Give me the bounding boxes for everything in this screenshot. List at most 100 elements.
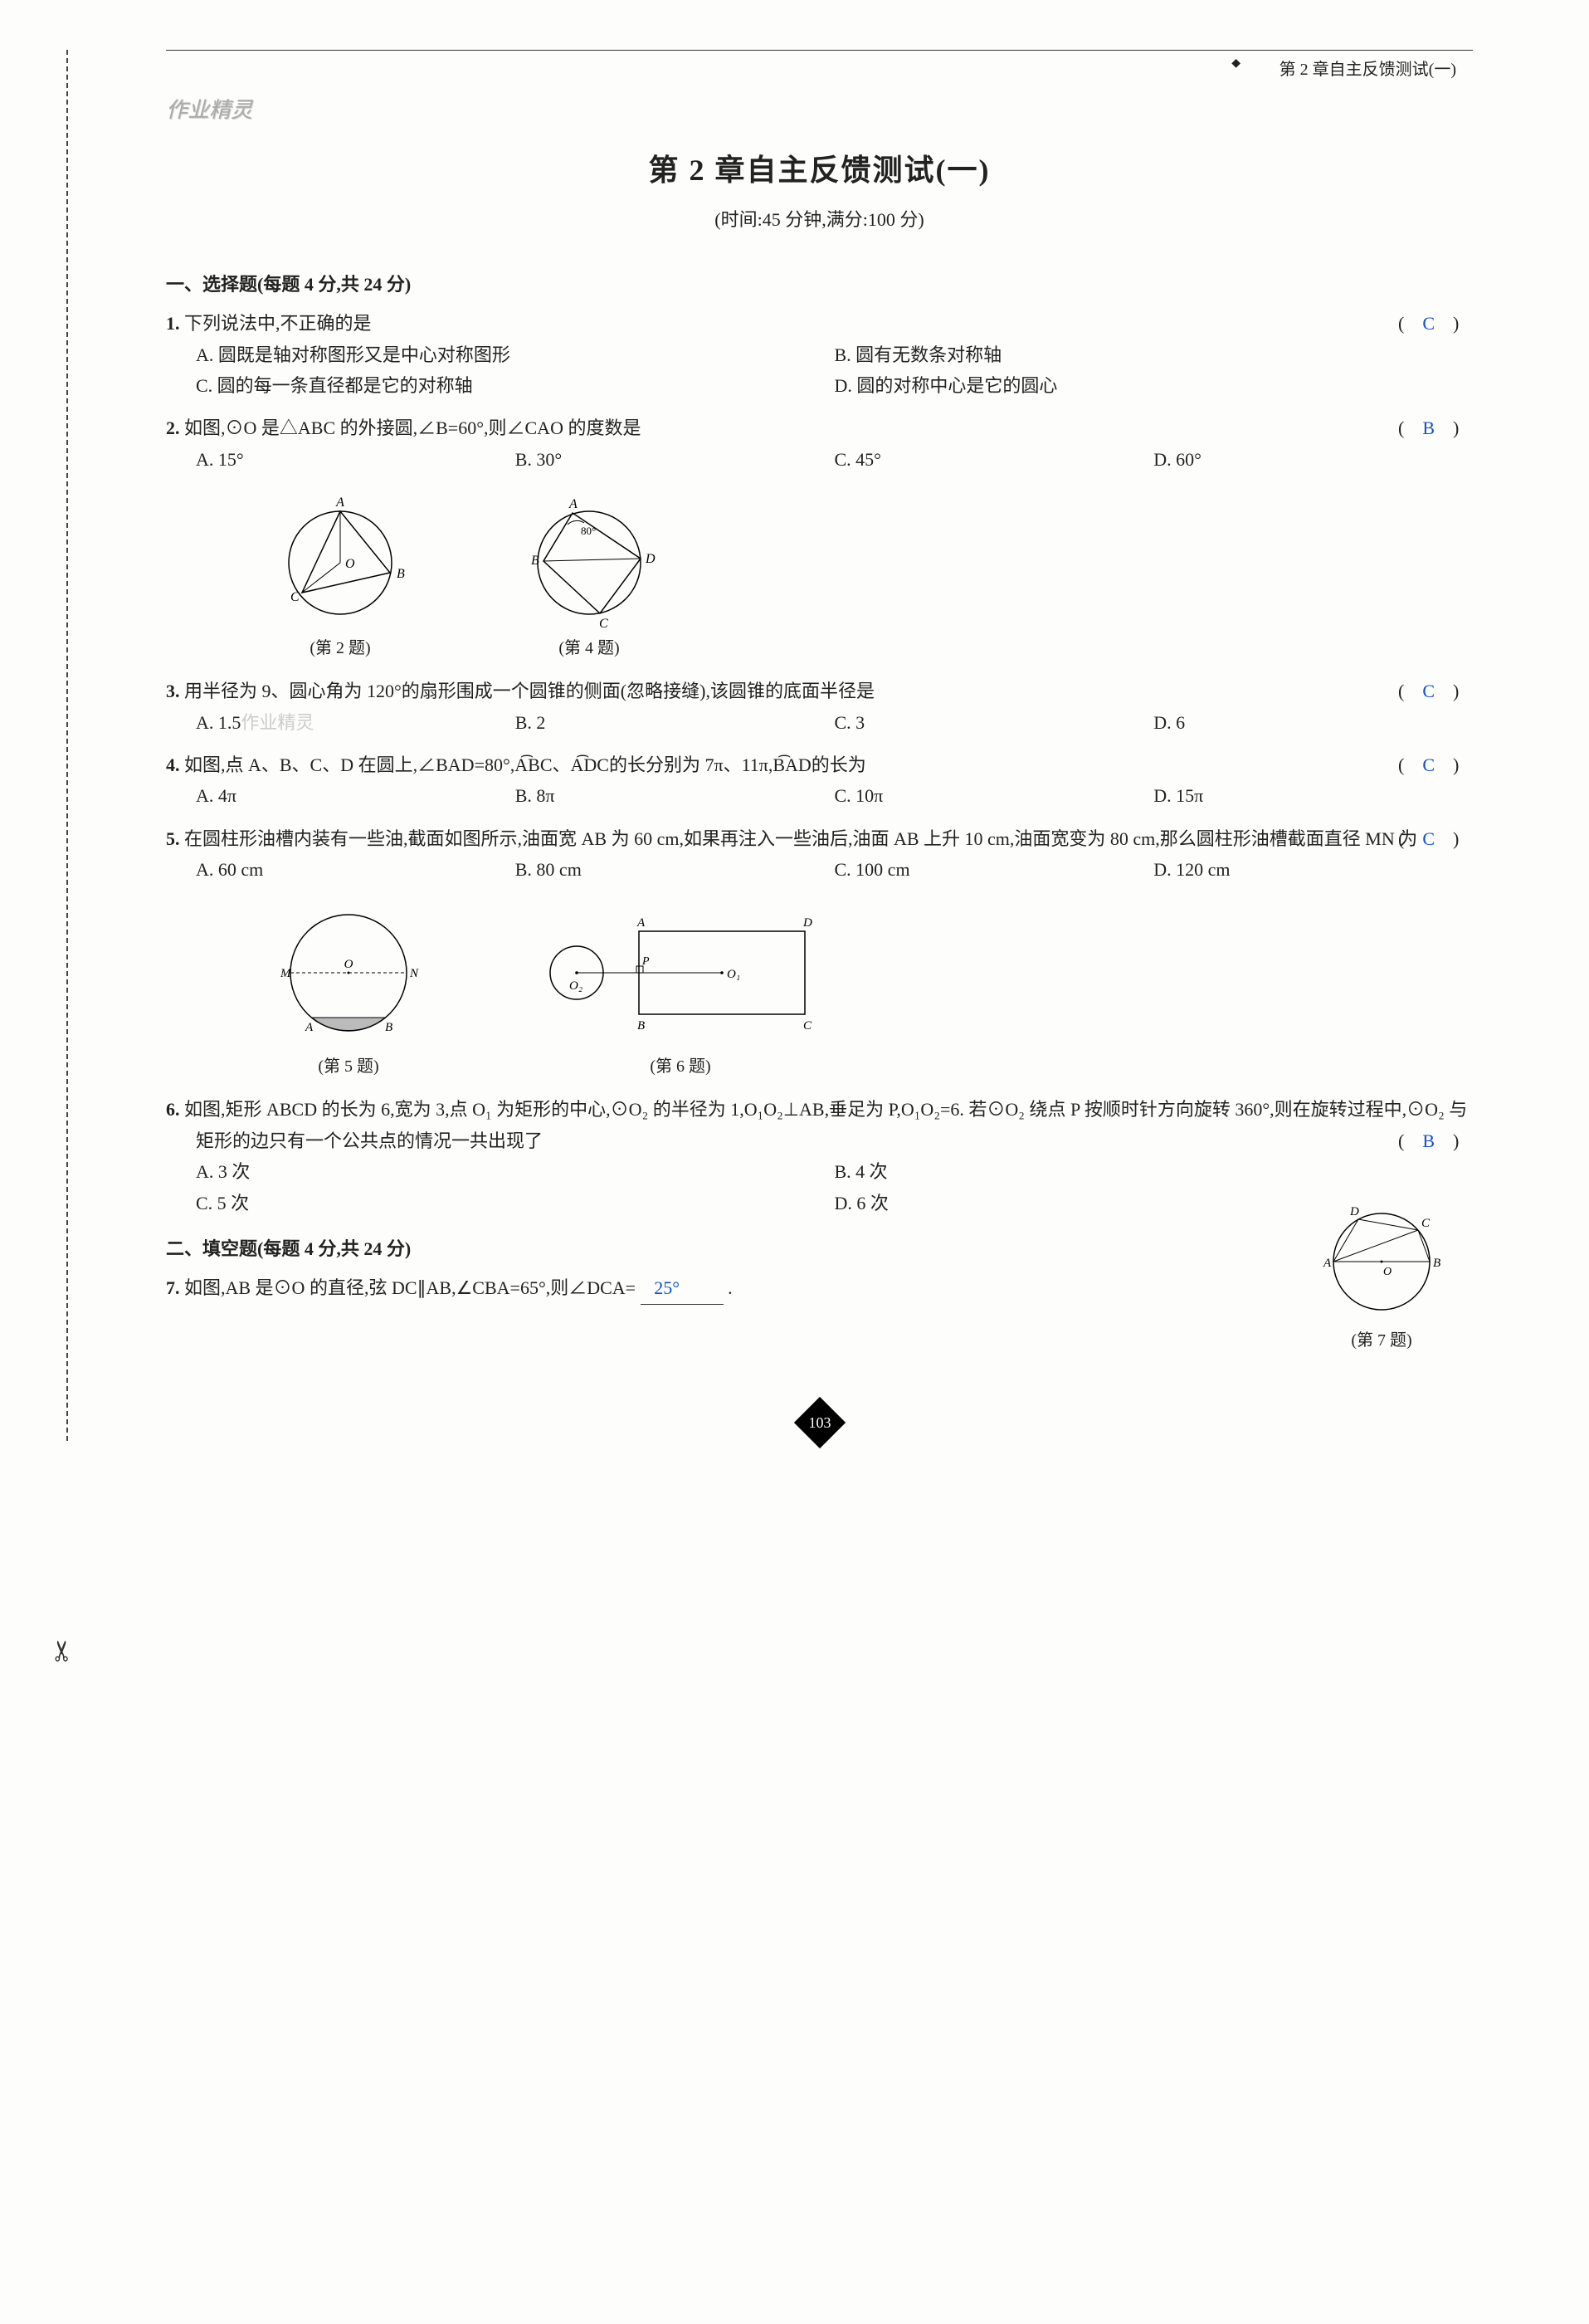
q6-text: 如图,矩形 ABCD 的长为 6,宽为 3,点 O₁ 为矩形的中心,⊙O₂ 的半… [184, 1099, 1467, 1150]
page-subtitle: (时间:45 分钟,满分:100 分) [166, 204, 1473, 235]
svg-text:C: C [599, 617, 608, 629]
svg-text:B: B [397, 567, 405, 581]
question-5: 5. 在圆柱形油槽内装有一些油,截面如图所示,油面宽 AB 为 60 cm,如果… [166, 823, 1473, 886]
q5-opt-b: B. 80 cm [515, 854, 835, 885]
figure-q2: A B C O (第 2 题) [266, 488, 415, 662]
section-1-head: 一、选择题(每题 4 分,共 24 分) [166, 269, 1473, 300]
q3-answer-slot: ( C ) [1428, 676, 1465, 706]
q1-answer: C [1422, 313, 1435, 334]
q7-num: 7. [166, 1277, 180, 1298]
q3-answer: C [1422, 681, 1435, 701]
q1-opt-a: A. 圆既是轴对称图形又是中心对称图形 [196, 339, 835, 370]
svg-text:D: D [802, 916, 812, 930]
q5-opt-a: A. 60 cm [196, 854, 515, 885]
svg-text:D: D [645, 552, 656, 566]
page-header: 第 2 章自主反馈测试(一) [166, 50, 1473, 84]
q4-opt-c: C. 10π [835, 780, 1154, 811]
svg-text:B: B [637, 1019, 645, 1033]
q2-answer-slot: ( B ) [1428, 413, 1465, 443]
breadcrumb: 第 2 章自主反馈测试(一) [1279, 61, 1456, 79]
q3-opt-a: A. 1.5作业精灵 [196, 707, 515, 738]
q4-opt-b: B. 8π [515, 780, 835, 811]
page-title: 第 2 章自主反馈测试(一) [166, 145, 1473, 196]
question-7: 7. 如图,AB 是⊙O 的直径,弦 DC∥AB,∠CBA=65°,则∠DCA=… [166, 1272, 1473, 1304]
q1-answer-slot: ( C ) [1428, 308, 1465, 339]
svg-text:B: B [385, 1021, 392, 1034]
q5-text: 在圆柱形油槽内装有一些油,截面如图所示,油面宽 AB 为 60 cm,如果再注入… [184, 828, 1417, 849]
svg-text:O₂: O₂ [569, 979, 582, 993]
q4-opt-d: D. 15π [1153, 780, 1473, 811]
q4-num: 4. [166, 754, 180, 775]
figure-q5-caption: (第 5 题) [266, 1052, 431, 1081]
q6-opt-b: B. 4 次 [835, 1156, 1474, 1187]
svg-text:B: B [531, 554, 539, 568]
svg-text:A: A [1323, 1257, 1332, 1270]
svg-text:A: A [636, 916, 646, 930]
svg-text:A: A [305, 1021, 314, 1034]
q5-num: 5. [166, 828, 180, 849]
svg-text:C: C [803, 1019, 812, 1033]
q2-answer: B [1422, 417, 1435, 438]
q2-opt-c: C. 45° [835, 444, 1154, 475]
q1-text: 下列说法中,不正确的是 [184, 313, 372, 334]
q7-text-a: 如图,AB 是⊙O 的直径,弦 DC∥AB,∠CBA=65°,则∠DCA= [184, 1277, 636, 1298]
figures-row-1: A B C O (第 2 题) A 80° B C D (第 4 题) [166, 488, 1473, 662]
q7-text-b: . [728, 1277, 733, 1298]
q5-opt-d: D. 120 cm [1153, 854, 1473, 885]
figure-q6: A D B C O₁ O₂ P (第 6 题) [531, 906, 830, 1081]
q4-opt-a: A. 4π [196, 780, 515, 811]
q2-opt-d: D. 60° [1153, 444, 1473, 475]
question-2: 2. 如图,⊙O 是△ABC 的外接圆,∠B=60°,则∠CAO 的度数是 ( … [166, 413, 1473, 475]
q2-opt-a: A. 15° [196, 444, 515, 475]
q5-answer-slot: ( C ) [1428, 823, 1465, 854]
svg-text:N: N [409, 967, 419, 980]
q2-num: 2. [166, 417, 180, 438]
figure-q4: A 80° B C D (第 4 题) [514, 488, 664, 662]
q4-answer-slot: ( C ) [1428, 749, 1465, 780]
figure-q5: O M N A B (第 5 题) [266, 898, 431, 1081]
q6-answer-slot: ( B ) [1428, 1125, 1465, 1156]
figure-q4-caption: (第 4 题) [514, 634, 664, 662]
q6-opt-c: C. 5 次 [196, 1188, 835, 1218]
q6-answer: B [1422, 1130, 1435, 1151]
q2-text: 如图,⊙O 是△ABC 的外接圆,∠B=60°,则∠CAO 的度数是 [184, 417, 641, 438]
question-3: 3. 用半径为 9、圆心角为 120°的扇形围成一个圆锥的侧面(忽略接缝),该圆… [166, 676, 1473, 738]
figure-q6-caption: (第 6 题) [531, 1052, 830, 1081]
svg-text:O₁: O₁ [727, 968, 740, 981]
question-6: 6. 如图,矩形 ABCD 的长为 6,宽为 3,点 O₁ 为矩形的中心,⊙O₂… [166, 1094, 1473, 1218]
q6-opt-d: D. 6 次 [835, 1188, 1474, 1218]
question-4: 4. 如图,点 A、B、C、D 在圆上,∠BAD=80°,A͡BC、A͡DC的长… [166, 749, 1473, 812]
q7-blank: 25° [641, 1272, 724, 1304]
svg-text:O: O [344, 958, 353, 971]
q5-opt-c: C. 100 cm [835, 854, 1154, 885]
q3-text: 用半径为 9、圆心角为 120°的扇形围成一个圆锥的侧面(忽略接缝),该圆锥的底… [184, 681, 875, 701]
svg-text:M: M [280, 967, 292, 980]
q6-opt-a: A. 3 次 [196, 1156, 835, 1187]
svg-text:A: A [335, 496, 344, 510]
q1-opt-c: C. 圆的每一条直径都是它的对称轴 [196, 370, 835, 401]
svg-text:P: P [641, 955, 650, 968]
q3-opt-c: C. 3 [835, 707, 1154, 738]
q1-opt-d: D. 圆的对称中心是它的圆心 [835, 370, 1474, 401]
q1-opt-b: B. 圆有无数条对称轴 [835, 339, 1474, 370]
svg-text:C: C [290, 590, 300, 604]
q6-num: 6. [166, 1099, 180, 1120]
svg-text:B: B [1433, 1257, 1440, 1270]
q3-opt-d: D. 6 [1153, 707, 1473, 738]
perforation-line [66, 50, 68, 1441]
figures-row-2: O M N A B (第 5 题) A D B C O₁ O₂ P (第 6 题… [166, 898, 1473, 1081]
figure-q7-caption: (第 7 题) [1307, 1326, 1456, 1355]
q1-num: 1. [166, 313, 180, 334]
figure-q2-caption: (第 2 题) [266, 634, 415, 662]
section-2-head: 二、填空题(每题 4 分,共 24 分) [166, 1233, 1473, 1264]
q5-answer: C [1422, 828, 1435, 849]
page-number: 103 [166, 1404, 1473, 1441]
q4-text: 如图,点 A、B、C、D 在圆上,∠BAD=80°,A͡BC、A͡DC的长分别为… [184, 754, 866, 775]
svg-text:O: O [345, 557, 355, 571]
q3-opt-b: B. 2 [515, 707, 835, 738]
q3-num: 3. [166, 681, 180, 701]
svg-text:A: A [568, 497, 578, 511]
q4-answer: C [1422, 754, 1435, 775]
question-1: 1. 下列说法中,不正确的是 ( C ) A. 圆既是轴对称图形又是中心对称图形… [166, 308, 1473, 401]
watermark: 作业精灵 [166, 92, 1473, 129]
